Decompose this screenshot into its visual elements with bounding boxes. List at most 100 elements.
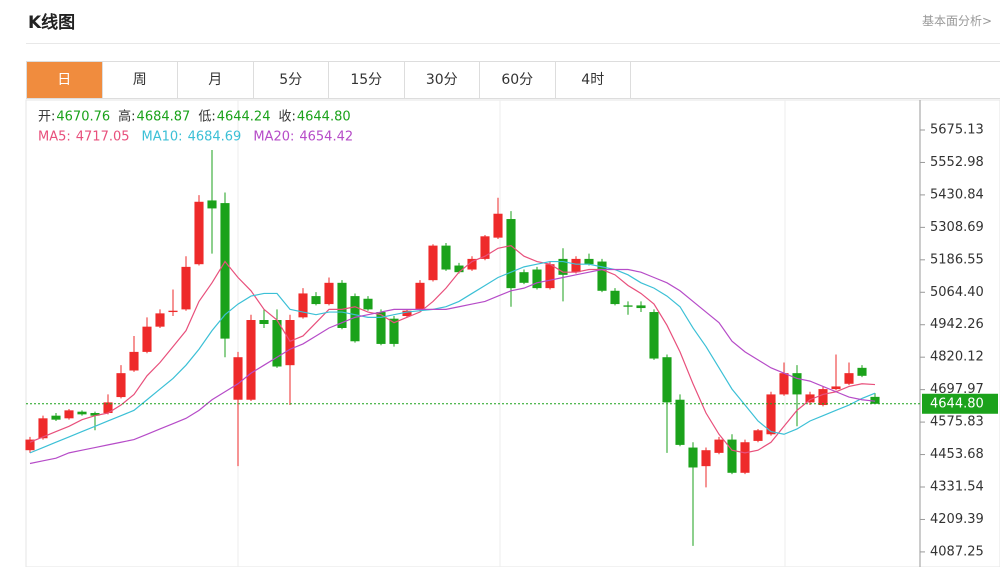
candle-body	[597, 261, 607, 291]
fundamentals-link[interactable]: 基本面分析>	[921, 14, 992, 28]
legend-name: MA5:	[38, 130, 71, 145]
candle-body	[363, 298, 373, 310]
candle-body	[298, 293, 308, 318]
y-tick-label: 4331.54	[930, 480, 984, 495]
candle-body	[818, 389, 828, 406]
candle-body	[623, 305, 633, 307]
candle-body	[259, 320, 269, 324]
ohlc-value: 4644.24	[217, 110, 271, 125]
candle-body	[779, 373, 789, 395]
y-tick-label: 4209.39	[930, 512, 984, 527]
candle-body	[402, 310, 412, 317]
y-tick-label: 5675.13	[930, 122, 984, 137]
candle-body	[493, 213, 503, 238]
period-tab[interactable]: 4时	[556, 62, 631, 98]
candle-body	[38, 418, 48, 439]
candle-body	[636, 305, 646, 309]
y-tick-label: 4942.26	[930, 317, 984, 332]
legend-name: MA10:	[142, 130, 183, 145]
candle-body	[584, 258, 594, 265]
candle-body	[285, 320, 295, 366]
candle-body	[701, 450, 711, 467]
y-tick-label: 4820.12	[930, 350, 984, 365]
period-tab[interactable]: 月	[178, 62, 254, 98]
candle-body	[558, 258, 568, 275]
candle-body	[610, 290, 620, 305]
candle-body	[688, 447, 698, 468]
y-tick-label: 5552.98	[930, 155, 984, 170]
legend-value: 4717.05	[76, 130, 130, 145]
candle-body	[844, 373, 854, 384]
period-tab[interactable]: 60分	[480, 62, 556, 98]
ohlc-label: 低:	[198, 110, 215, 125]
candle-body	[532, 269, 542, 289]
period-tab[interactable]: 30分	[405, 62, 480, 98]
candle-body	[831, 386, 841, 390]
candle-body	[129, 351, 139, 371]
candle-body	[441, 245, 451, 270]
candle-body	[389, 318, 399, 344]
candle-body	[805, 394, 815, 403]
candle-body	[376, 312, 386, 344]
candle-body	[103, 402, 113, 414]
ohlc-value: 4684.87	[137, 110, 191, 125]
candle-body	[51, 415, 61, 420]
candle-body	[740, 442, 750, 473]
candle-body	[311, 296, 321, 305]
ma-line	[29, 260, 876, 454]
candle-body	[649, 312, 659, 359]
candle-body	[428, 245, 438, 281]
ohlc-label: 高:	[118, 109, 135, 125]
candle-body	[142, 326, 152, 352]
candle-body	[571, 258, 581, 273]
candle-body	[662, 357, 672, 403]
candle-body	[233, 357, 243, 400]
candle-body	[675, 399, 685, 445]
ohlc-label: 开:	[38, 110, 55, 125]
y-tick-label: 5186.55	[930, 252, 984, 267]
plot-frame	[25, 99, 1000, 567]
candle-body	[155, 313, 165, 327]
y-tick-label: 4453.68	[930, 447, 984, 462]
period-tabs: 日周月 5分 15分 30分 60分 4时	[26, 61, 1000, 99]
ohlc-value: 4644.80	[297, 110, 351, 125]
legend-value: 4684.69	[188, 130, 242, 145]
y-tick-label: 5430.84	[930, 187, 984, 202]
candle-body	[545, 264, 555, 289]
y-tick-label: 4575.83	[930, 415, 984, 430]
period-tab[interactable]: 15分	[329, 62, 405, 98]
period-tab[interactable]: 周	[103, 62, 178, 98]
candle-body	[207, 200, 217, 209]
candle-body	[272, 320, 282, 367]
candle-body	[194, 201, 204, 265]
ohlc-label: 收:	[278, 110, 295, 125]
candle-body	[753, 430, 763, 441]
candle-body	[727, 439, 737, 473]
candle-body	[246, 320, 256, 400]
candle-body	[870, 396, 880, 404]
candle-body	[25, 439, 35, 451]
candle-body	[467, 258, 477, 270]
y-tick-label: 5308.69	[930, 220, 984, 235]
legend-value: 4654.42	[299, 130, 353, 145]
period-tab[interactable]: 日	[27, 62, 103, 98]
y-tick-label: 4697.97	[930, 382, 984, 397]
candle-body	[116, 373, 126, 398]
candle-body	[766, 394, 776, 435]
candle-body	[506, 219, 516, 289]
page-title: K线图	[28, 13, 76, 33]
candle-body	[857, 367, 867, 376]
candle-body	[64, 410, 74, 419]
divider	[26, 43, 1000, 44]
candle-body	[90, 413, 100, 416]
y-tick-label: 5064.40	[930, 285, 984, 300]
last-price-box	[922, 393, 998, 414]
ma-line	[29, 268, 876, 465]
period-tab[interactable]: 5分	[254, 62, 329, 98]
legend-name: MA20:	[253, 130, 294, 145]
ohlc-value: 4670.76	[56, 110, 110, 125]
candle-body	[181, 266, 191, 310]
candle-body	[519, 272, 529, 283]
